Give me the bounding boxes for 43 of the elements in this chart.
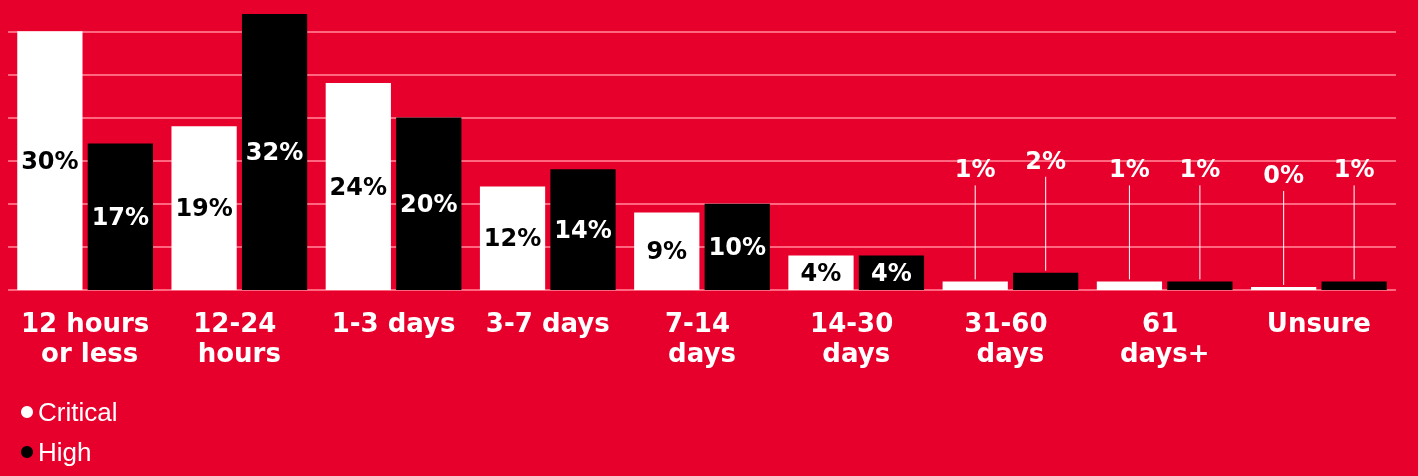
x-tick-label: 61 days+	[1119, 308, 1210, 368]
bar	[634, 212, 700, 290]
x-tick-label: 12-24 hours	[193, 308, 286, 368]
bar	[396, 117, 462, 290]
legend-label: Critical	[38, 397, 118, 427]
data-label: 32%	[245, 138, 304, 166]
data-label: 9%	[646, 237, 688, 266]
legend-label: High	[38, 437, 92, 467]
bar	[17, 31, 83, 290]
bar	[1096, 281, 1163, 290]
data-label: 12%	[483, 224, 542, 253]
bar	[479, 186, 546, 290]
data-label: 1%	[1109, 155, 1150, 184]
data-label: 4%	[800, 258, 842, 287]
data-label: 1%	[954, 155, 996, 184]
data-label: 1%	[1179, 155, 1221, 184]
data-label: 30%	[21, 146, 79, 175]
data-label: 20%	[400, 189, 458, 218]
data-label: 0%	[1263, 161, 1305, 189]
x-tick-label: 7-14 days	[664, 308, 740, 368]
data-label: 19%	[175, 194, 233, 223]
bar	[171, 126, 237, 290]
data-label: 10%	[708, 232, 766, 261]
bar	[241, 14, 308, 290]
bar	[325, 83, 391, 290]
x-tick-label: Unsure	[1266, 308, 1371, 338]
data-label: 2%	[1025, 146, 1067, 175]
bar	[550, 169, 616, 290]
x-tick-label: 3-7 days	[485, 308, 610, 338]
data-label: 14%	[554, 215, 612, 244]
x-tick-label: 1-3 days	[331, 308, 456, 338]
x-tick-label: 12 hours or less	[20, 308, 150, 368]
data-label: 1%	[1333, 155, 1375, 184]
x-tick-label: 14-30 days	[810, 308, 903, 368]
bar	[1321, 281, 1387, 290]
bar	[87, 143, 153, 290]
x-tick-label: 31-60 days	[964, 308, 1057, 368]
bar	[1167, 281, 1233, 290]
bar	[1013, 272, 1079, 290]
data-label: 24%	[329, 172, 388, 201]
bar	[942, 281, 1008, 290]
data-label: 4%	[871, 258, 912, 287]
data-label: 17%	[91, 202, 150, 231]
